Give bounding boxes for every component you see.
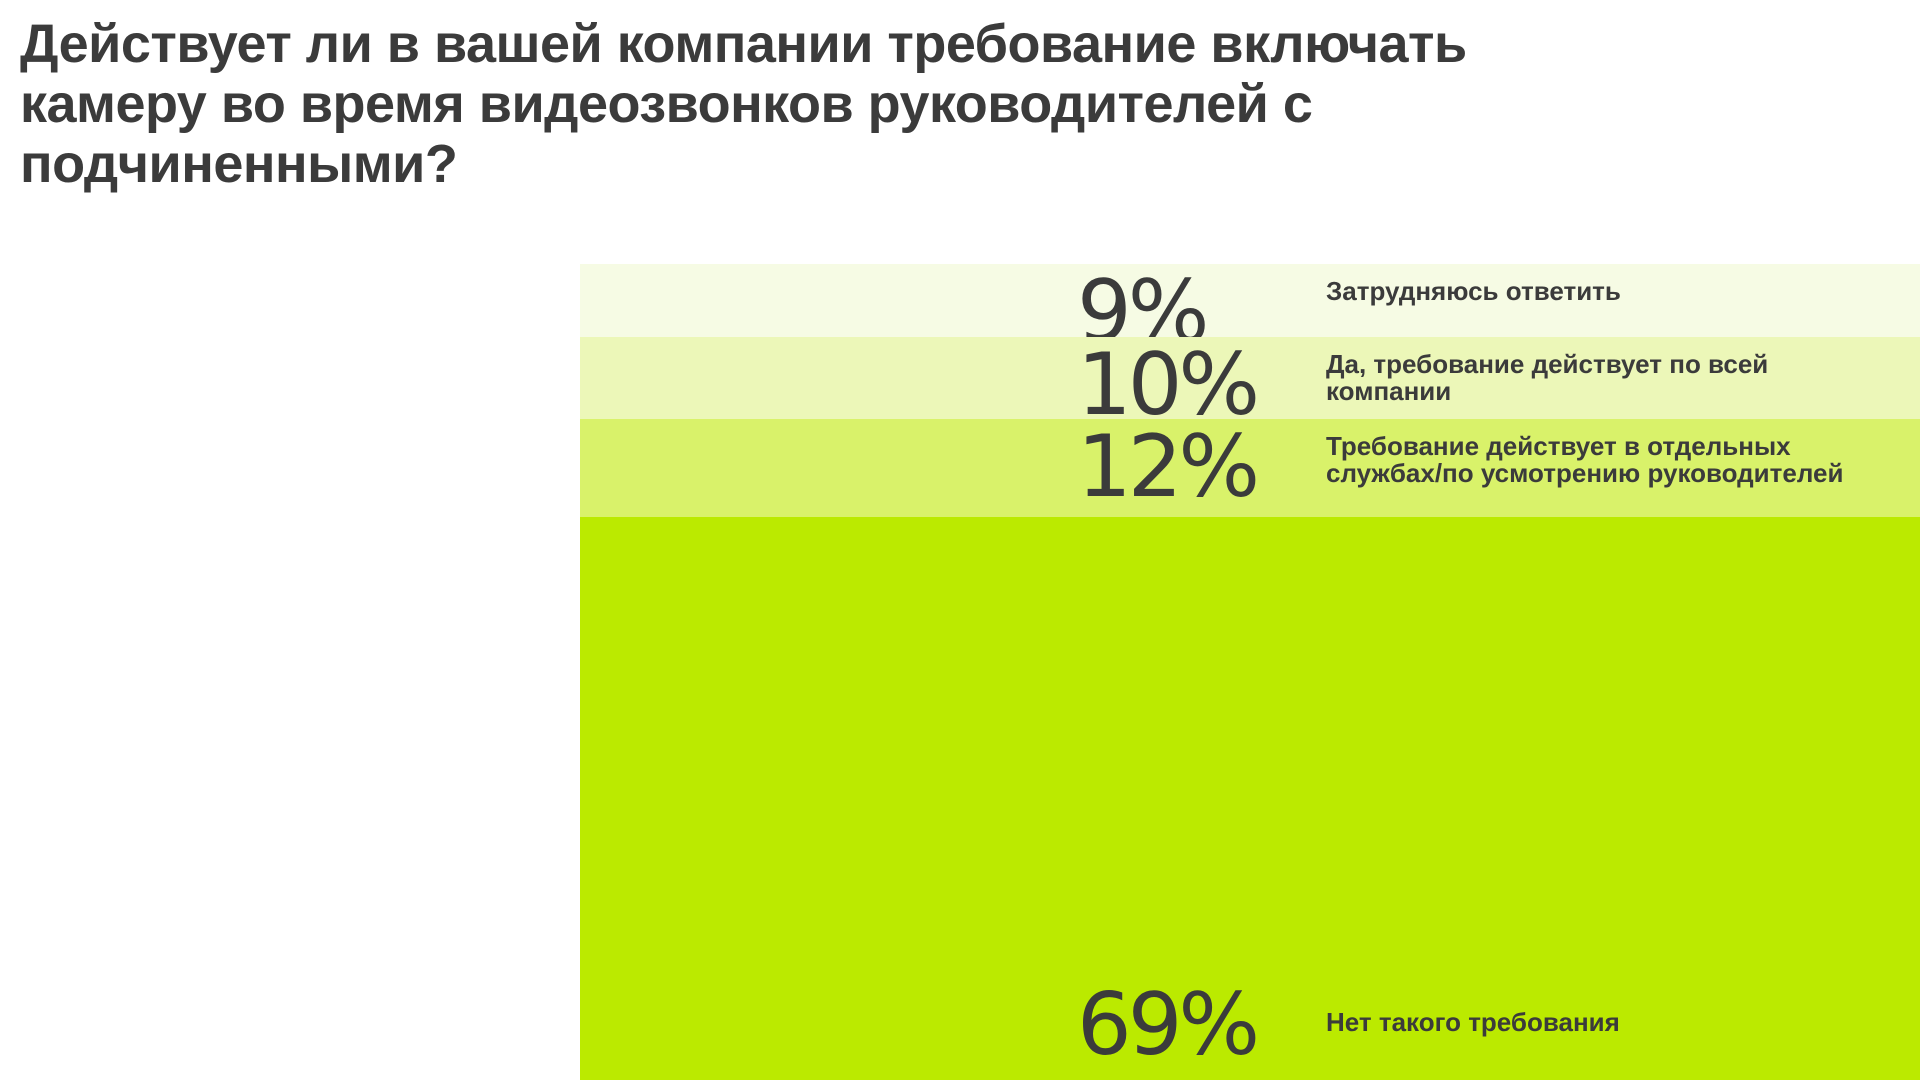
segment-category-label: Затрудняюсь ответить <box>1326 276 1621 306</box>
segment-value-label: 12% <box>1077 417 1260 517</box>
bar-segment: 9% Затрудняюсь ответить <box>580 264 1920 355</box>
bar-segment: 69% Нет такого требования <box>580 517 1920 1080</box>
segment-category-label: Требование действует в отдельных службах… <box>1326 431 1844 488</box>
segment-value-label: 10% <box>1077 335 1260 435</box>
segment-value-label: 69% <box>1077 975 1260 1075</box>
stacked-bar-chart: 9% Затрудняюсь ответить 10% Да, требование … <box>580 264 1920 1080</box>
bar-segment: 10% Да, требование действует по всей комп… <box>580 337 1920 428</box>
bar-segment: 12% Требование действует в отдельных служ… <box>580 419 1920 517</box>
segment-category-label: Нет такого требования <box>1326 1007 1620 1037</box>
segment-category-label: Да, требование действует по всей компани… <box>1326 349 1769 406</box>
chart-title: Действует ли в вашей компании требование… <box>20 14 1467 194</box>
